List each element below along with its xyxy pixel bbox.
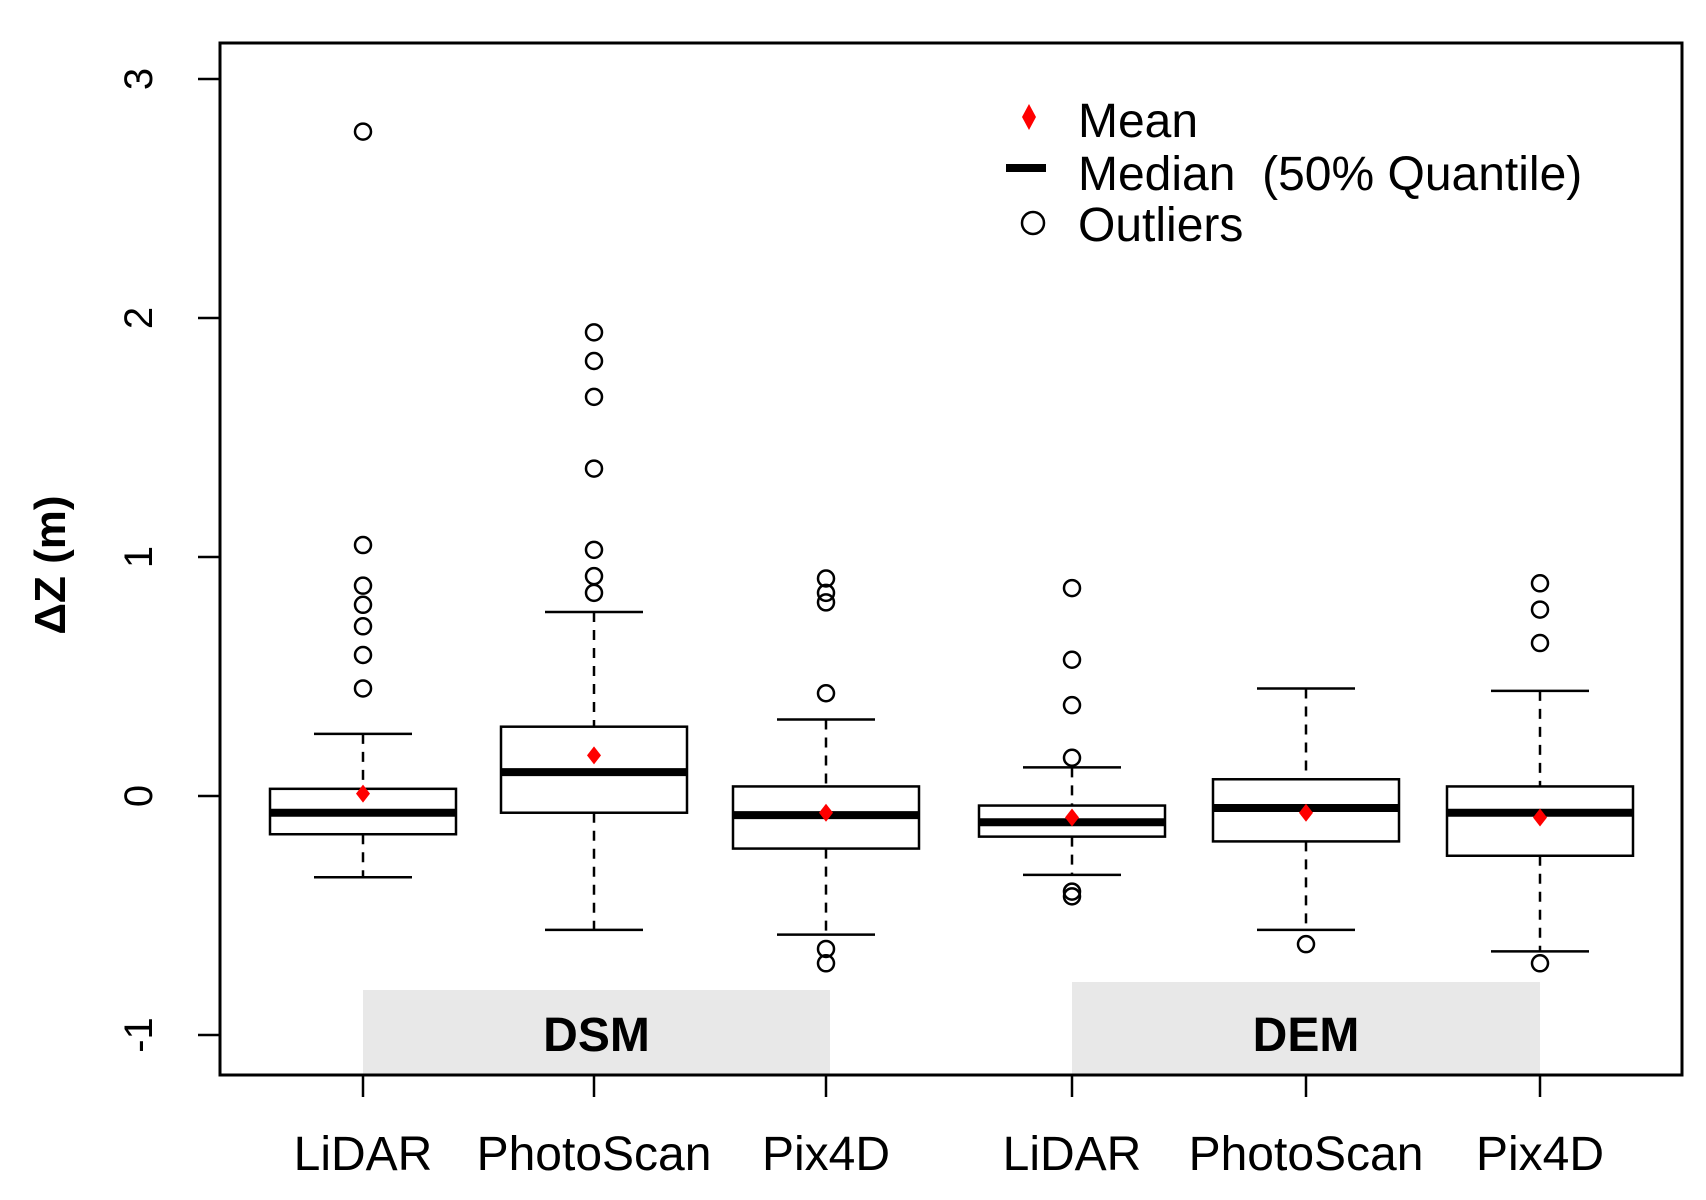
y-tick-label: 2 — [117, 307, 161, 329]
box-dsm-photoscan — [499, 323, 689, 932]
y-tick-label: 3 — [117, 68, 161, 90]
legend-median-label: Median (50% Quantile) — [1078, 148, 1582, 201]
outlier-point — [1062, 695, 1082, 715]
outlier-point — [1062, 748, 1082, 768]
outlier-point — [353, 122, 373, 141]
legend-mean-label: Mean — [1078, 95, 1198, 148]
plot-frame — [218, 41, 1684, 1077]
outlier-point — [816, 583, 836, 603]
legend-median-marker — [1006, 164, 1046, 172]
x-tick-label: LiDAR — [294, 1128, 433, 1181]
x-tick-label: PhotoScan — [1189, 1128, 1424, 1181]
box-dem-photoscan — [1211, 687, 1401, 954]
boxes — [268, 122, 1635, 973]
outlier-point — [816, 939, 836, 959]
y-tick-label: -1 — [117, 1017, 161, 1053]
outlier-point — [1296, 934, 1316, 954]
outlier-point — [816, 593, 836, 612]
y-tick-label: 0 — [117, 785, 161, 807]
group-label-dsm: DSM — [543, 1009, 650, 1062]
outlier-point — [353, 576, 373, 595]
x-tick-label: PhotoScan — [477, 1128, 712, 1181]
outlier-point — [1530, 600, 1550, 619]
x-axis: LiDAR PhotoScan Pix4D LiDAR PhotoScan Pix4D — [294, 1075, 1604, 1181]
legend: Mean Median (50% Quantile) Outliers — [1006, 95, 1582, 252]
y-axis: -1 0 1 2 3 — [117, 68, 220, 1053]
outlier-point — [816, 683, 836, 703]
mean-marker — [356, 784, 370, 803]
group-band-dem — [1072, 982, 1540, 1075]
group-label-dem: DEM — [1253, 1009, 1360, 1062]
mean-marker — [1533, 808, 1547, 827]
outlier-point — [1530, 633, 1550, 653]
outlier-point — [584, 540, 604, 560]
mean-marker — [1065, 808, 1079, 827]
outlier-point — [1062, 887, 1082, 906]
group-bands: DSM DEM — [363, 982, 1540, 1075]
mean-marker — [587, 746, 601, 765]
y-axis-label: ΔZ (m) — [26, 495, 75, 634]
outlier-point — [1530, 954, 1550, 973]
mean-marker — [819, 803, 833, 822]
y-tick-label: 1 — [117, 546, 161, 568]
outlier-point — [353, 595, 373, 615]
outlier-point — [1530, 574, 1550, 593]
outlier-point — [1062, 578, 1082, 598]
box-dsm-pix4d — [731, 569, 921, 973]
outlier-point — [1062, 882, 1082, 901]
outlier-point — [584, 459, 604, 478]
outlier-point — [584, 351, 604, 371]
outlier-point — [816, 569, 836, 588]
box-dsm-lidar — [268, 122, 458, 879]
box-dem-lidar — [977, 578, 1167, 906]
x-tick-label: Pix4D — [762, 1128, 890, 1181]
group-band-dsm — [363, 990, 830, 1075]
outlier-point — [353, 617, 373, 636]
outlier-point — [816, 954, 836, 973]
legend-mean-marker — [1022, 104, 1036, 130]
legend-outlier-marker — [1020, 210, 1046, 236]
legend-outlier-label: Outliers — [1078, 199, 1243, 252]
outlier-point — [353, 535, 373, 555]
outlier-point — [584, 583, 604, 603]
outlier-point — [584, 387, 604, 407]
box-dem-pix4d — [1445, 574, 1635, 973]
x-tick-label: LiDAR — [1003, 1128, 1142, 1181]
outlier-point — [353, 645, 373, 665]
outlier-point — [584, 323, 604, 342]
x-tick-label: Pix4D — [1476, 1128, 1604, 1181]
mean-marker — [1299, 803, 1313, 822]
outlier-point — [1062, 650, 1082, 670]
outlier-point — [353, 679, 373, 698]
